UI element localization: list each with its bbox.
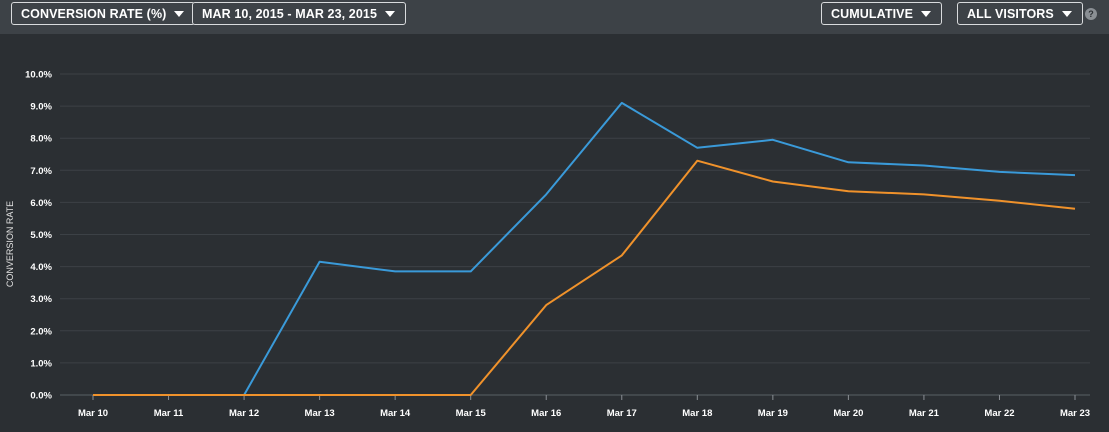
x-tick-label: Mar 18 (682, 408, 712, 419)
date-range-label: MAR 10, 2015 - MAR 23, 2015 (202, 6, 378, 21)
x-tick-label: Mar 16 (531, 408, 561, 419)
y-axis-label: CONVERSION RATE (5, 201, 15, 287)
chevron-down-icon (1061, 10, 1072, 17)
y-tick-label: 10.0% (25, 70, 52, 81)
chevron-down-icon (921, 10, 932, 17)
x-tick-label: Mar 22 (984, 408, 1014, 419)
y-tick-label: 5.0% (30, 230, 52, 241)
chevron-down-icon (385, 10, 396, 17)
chart-grid (60, 73, 1090, 396)
y-tick-label: 1.0% (30, 358, 52, 369)
x-tick-label: Mar 20 (833, 408, 863, 419)
x-tick-label: Mar 10 (78, 408, 108, 419)
segment-dropdown-label: ALL VISITORS (967, 6, 1054, 21)
x-tick-label: Mar 12 (229, 408, 259, 419)
y-tick-label: 0.0% (30, 391, 52, 402)
mode-dropdown[interactable]: CUMULATIVE (821, 2, 943, 25)
y-tick-label: 9.0% (30, 102, 52, 113)
conversion-rate-chart: 0.0% 1.0% 2.0% 3.0% 4.0% 5.0% 6.0% 7.0% 8.0% 9.0%… (5, 70, 1090, 420)
y-tick-label: 3.0% (30, 294, 52, 305)
x-tick-label: Mar 15 (456, 408, 487, 419)
x-tick-label: Mar 11 (154, 408, 184, 419)
x-tick-label: Mar 21 (909, 408, 940, 419)
chevron-down-icon (174, 10, 185, 17)
series-line-1 (93, 101, 1076, 396)
x-tick-label: Mar 19 (758, 408, 788, 419)
x-tick-label: Mar 17 (607, 408, 637, 419)
x-tick-label: Mar 14 (380, 408, 411, 419)
y-tick-label: 4.0% (30, 262, 52, 273)
x-tick-label: Mar 23 (1060, 408, 1090, 419)
segment-dropdown[interactable]: ALL VISITORS (957, 2, 1083, 25)
date-range-dropdown[interactable]: MAR 10, 2015 - MAR 23, 2015 (192, 2, 407, 25)
y-tick-label: 6.0% (30, 198, 52, 209)
metric-dropdown[interactable]: CONVERSION RATE (%) (11, 2, 196, 25)
chart-series (93, 101, 1076, 396)
x-tick-label: Mar 13 (305, 408, 335, 419)
y-tick-label: 2.0% (30, 326, 52, 337)
y-tick-label: 8.0% (30, 134, 52, 145)
y-axis-ticks: 0.0% 1.0% 2.0% 3.0% 4.0% 5.0% 6.0% 7.0% 8.0% 9.0%… (25, 70, 52, 402)
help-icon[interactable]: ? (1085, 8, 1097, 20)
y-tick-label: 7.0% (30, 166, 52, 177)
metric-dropdown-label: CONVERSION RATE (%) (21, 6, 167, 21)
chart-toolbar: CONVERSION RATE (%) MAR 10, 2015 - MAR 2… (0, 0, 1109, 34)
x-axis-ticks: Mar 10 Mar 11 Mar 12 Mar 13 Mar 14 Mar 15 Mar … (78, 395, 1090, 419)
series-line-2 (93, 159, 1076, 396)
mode-dropdown-label: CUMULATIVE (831, 6, 914, 21)
